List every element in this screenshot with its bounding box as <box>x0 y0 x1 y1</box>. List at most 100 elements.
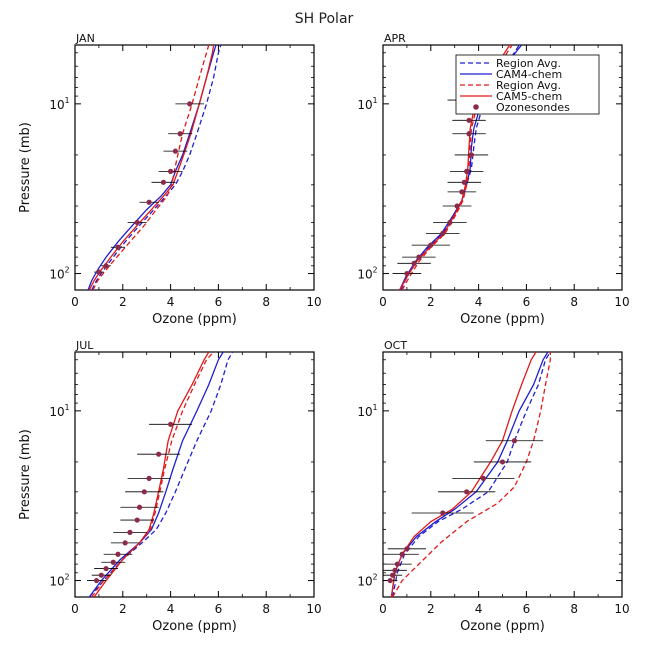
legend-label: Region Avg. <box>496 57 561 70</box>
ozonesonde-point <box>392 567 398 573</box>
ozonesonde-point <box>134 219 140 226</box>
y-tick-label: 10 <box>357 575 372 589</box>
ozonesonde-point <box>172 148 178 154</box>
legend-item: Ozonesondes <box>473 101 570 114</box>
x-tick-label: 8 <box>570 602 578 616</box>
legend-item: Region Avg. <box>460 57 561 70</box>
ozonesonde-point <box>404 546 410 552</box>
y-tick-exponent: 2 <box>372 266 377 275</box>
y-tick-label: 10 <box>49 98 64 112</box>
y-tick-exponent: 2 <box>64 573 69 582</box>
ozonesonde-point <box>168 421 174 427</box>
legend-item: CAM4-chem <box>460 68 562 81</box>
ozonesonde-point <box>168 168 174 174</box>
ozonesonde-point <box>461 179 467 185</box>
ozonesonde-point <box>127 529 133 535</box>
legend-label: CAM5-chem <box>496 90 562 103</box>
ozonesonde-point <box>480 475 486 481</box>
x-tick-label: 2 <box>427 295 435 309</box>
ozonesonde-point <box>103 263 109 269</box>
panel-label: OCT <box>384 339 407 352</box>
panel-label: APR <box>384 32 406 45</box>
ozonesonde-point <box>466 131 472 137</box>
legend-item: CAM5-chem <box>460 90 562 103</box>
ozonesonde-point <box>459 189 465 195</box>
legend-swatch-marker <box>473 104 479 110</box>
legend-item: Region Avg. <box>460 79 561 92</box>
y-tick-label: 10 <box>357 405 372 419</box>
x-tick-label: 6 <box>523 602 531 616</box>
data-area <box>86 352 234 597</box>
y-tick-label: 10 <box>49 268 64 282</box>
x-tick-label: 10 <box>306 602 321 616</box>
ozonesonde-point <box>464 168 470 174</box>
ozonesonde-point <box>103 565 109 572</box>
region-avg-cam4-chem-line <box>91 45 222 290</box>
x-tick-label: 8 <box>570 295 578 309</box>
data-area <box>383 352 551 597</box>
x-tick-label: 8 <box>262 295 270 309</box>
ozonesonde-point <box>466 117 472 123</box>
ozonesonde-point <box>511 438 518 444</box>
ozonesonde-point <box>440 510 446 516</box>
x-tick-label: 8 <box>262 602 270 616</box>
x-tick-label: 0 <box>71 295 79 309</box>
x-axis-label: Ozone (ppm) <box>460 312 545 327</box>
ozonesonde-point <box>394 561 400 567</box>
y-tick-label: 10 <box>49 405 64 419</box>
ozonesonde-point <box>115 244 121 250</box>
ozonesonde-point <box>96 269 102 275</box>
ozonesonde-point <box>428 242 434 248</box>
y-axis-label: Pressure (mb) <box>18 429 33 520</box>
x-axis-label: Ozone (ppm) <box>152 312 237 327</box>
x-tick-label: 4 <box>475 295 483 309</box>
x-tick-label: 0 <box>71 602 79 616</box>
x-tick-label: 10 <box>306 295 321 309</box>
model-cam4-chem-line <box>88 352 224 597</box>
y-tick-label: 10 <box>49 575 64 589</box>
ozonesonde-point <box>160 179 167 185</box>
ozonesonde-point <box>98 572 104 578</box>
panel-label: JAN <box>75 32 95 45</box>
y-tick-label: 10 <box>357 268 372 282</box>
y-tick-exponent: 1 <box>64 403 69 412</box>
ozonesonde-point <box>122 540 128 546</box>
x-tick-label: 2 <box>427 602 435 616</box>
data-area <box>87 45 222 290</box>
ozonesonde-point <box>399 551 405 557</box>
x-tick-label: 6 <box>523 295 531 309</box>
ozonesonde-point <box>416 254 422 260</box>
ozonesonde-point <box>187 101 193 107</box>
region-avg-cam5-chem-line <box>392 352 551 597</box>
x-axis-label: Ozone (ppm) <box>460 619 545 634</box>
x-tick-label: 4 <box>167 602 175 616</box>
ozonesonde-point <box>387 577 393 584</box>
x-tick-label: 10 <box>614 295 629 309</box>
x-tick-label: 2 <box>119 602 127 616</box>
ozonesonde-point <box>141 489 147 495</box>
ozonesonde-point <box>93 577 100 584</box>
ozonesonde-point <box>146 199 152 205</box>
ozonesonde-point <box>454 203 460 209</box>
x-axis-label: Ozone (ppm) <box>152 619 237 634</box>
y-tick-exponent: 2 <box>372 573 377 582</box>
y-tick-exponent: 2 <box>64 266 69 275</box>
ozonesonde-point <box>115 551 121 557</box>
ozonesonde-point <box>411 260 417 266</box>
y-tick-exponent: 1 <box>64 96 69 105</box>
y-tick-label: 10 <box>357 98 372 112</box>
x-tick-label: 6 <box>215 295 223 309</box>
ozonesonde-point <box>136 504 143 510</box>
ozonesonde-point <box>389 572 396 578</box>
x-tick-label: 2 <box>119 295 127 309</box>
ozonesonde-point <box>468 152 475 158</box>
legend-label: CAM4-chem <box>496 68 562 81</box>
y-tick-exponent: 1 <box>372 96 377 105</box>
ozonesonde-point <box>110 559 116 565</box>
x-tick-label: 10 <box>614 602 629 616</box>
